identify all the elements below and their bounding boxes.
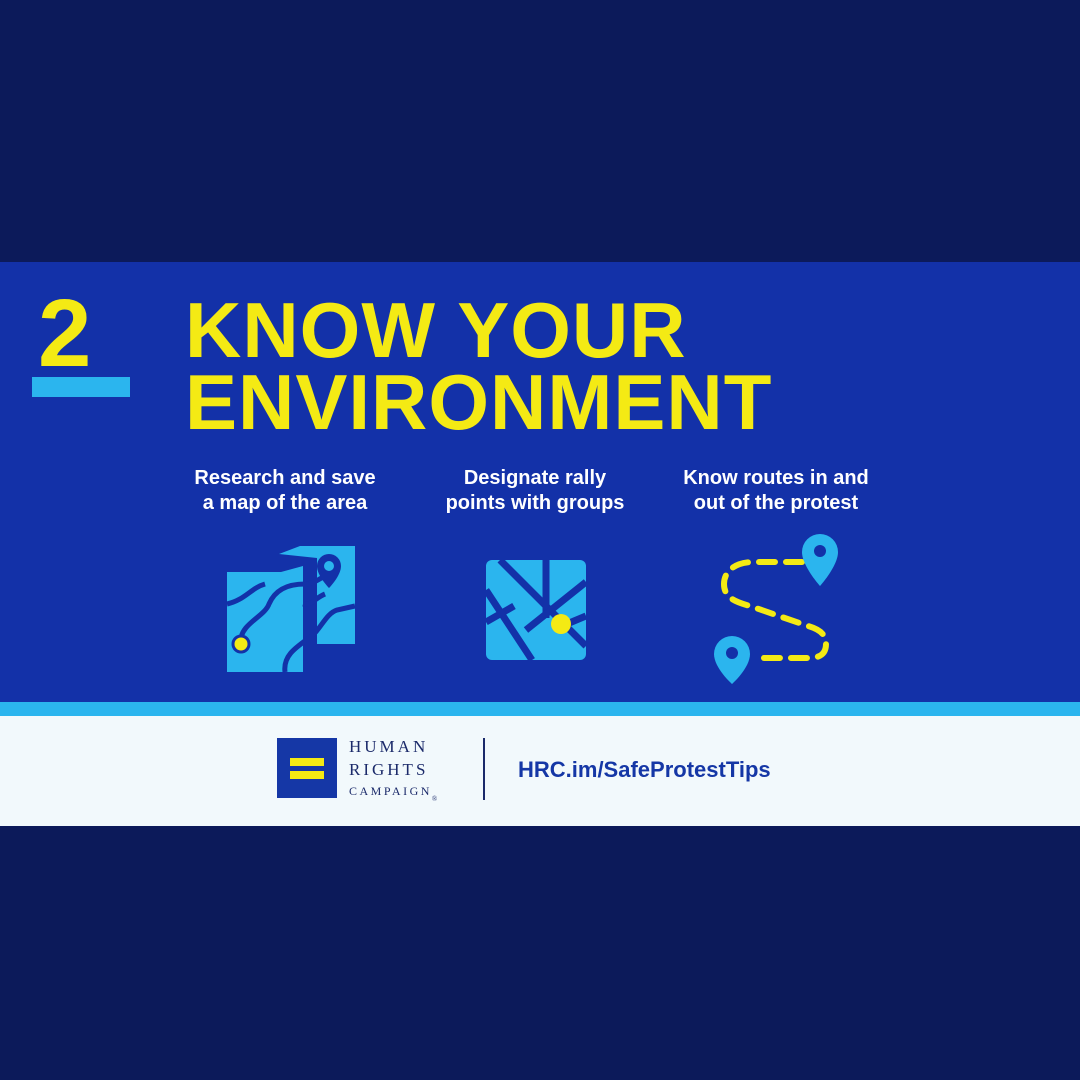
title-line-2: ENVIRONMENT (185, 358, 773, 446)
tip-rally-points: Designate rally points with groups (415, 466, 655, 516)
tip-line: Designate rally (463, 467, 607, 489)
hrc-logo-icon (277, 738, 337, 798)
tip-line: points with groups (445, 492, 625, 514)
map-pin-icon (226, 546, 356, 673)
tip-line: Know routes in and (683, 467, 869, 489)
logo-campaign-word: CAMPAIGN (349, 784, 432, 798)
campaign-link[interactable]: HRC.im/SafeProtestTips (518, 757, 771, 782)
page-title: KNOW YOUR ENVIRONMENT (185, 286, 773, 446)
tip-line: Research and save (194, 467, 376, 489)
step-number-underline (32, 377, 130, 397)
tip-line: a map of the area (202, 492, 368, 514)
tip-routes: Know routes in and out of the protest (656, 466, 896, 516)
route-icon (714, 534, 838, 684)
logo-text-human: HUMAN (349, 737, 429, 756)
title-line-1: KNOW YOUR (185, 286, 687, 374)
step-number: 2 (38, 280, 92, 387)
street-map-icon (486, 560, 586, 660)
tip-research-map: Research and save a map of the area (165, 466, 405, 516)
logo-text-campaign: CAMPAIGN® (349, 784, 437, 803)
accent-stripe (0, 702, 1080, 716)
footer (0, 716, 1080, 826)
registered-mark: ® (431, 795, 438, 803)
logo-text-rights: RIGHTS (349, 760, 429, 779)
tip-line: out of the protest (693, 492, 859, 514)
footer-divider (483, 738, 485, 800)
